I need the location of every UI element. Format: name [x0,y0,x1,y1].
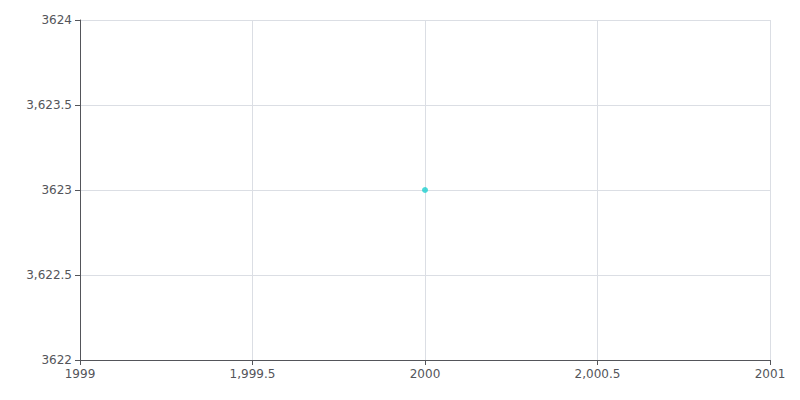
svg-text:3622: 3622 [41,353,72,367]
svg-text:2001: 2001 [755,367,786,381]
svg-text:3624: 3624 [41,13,72,27]
svg-text:3623: 3623 [41,183,72,197]
svg-text:3,623.5: 3,623.5 [26,98,72,112]
svg-text:1,999.5: 1,999.5 [230,367,276,381]
svg-text:2000: 2000 [410,367,441,381]
svg-text:3,622.5: 3,622.5 [26,268,72,282]
svg-text:1999: 1999 [65,367,96,381]
svg-text:2,000.5: 2,000.5 [575,367,621,381]
